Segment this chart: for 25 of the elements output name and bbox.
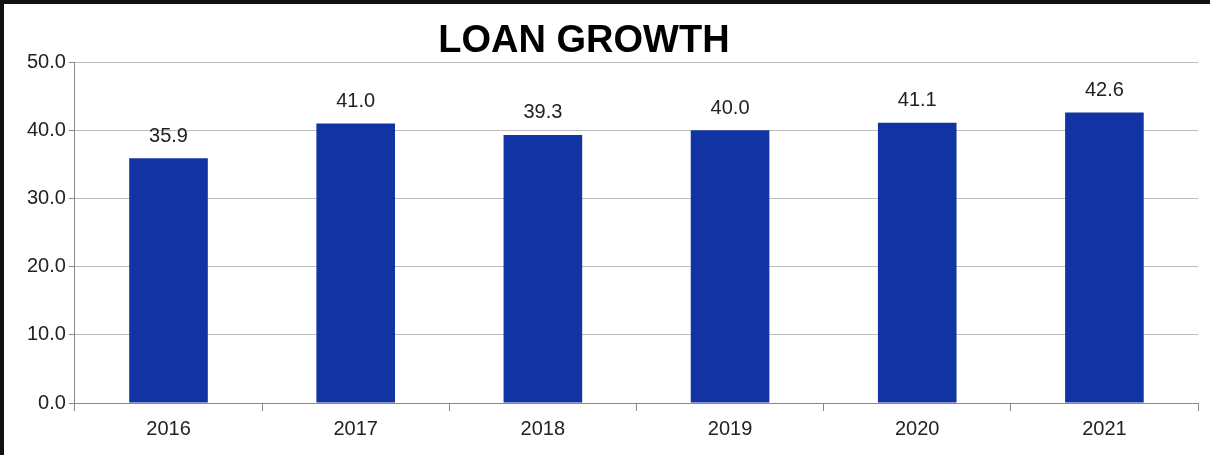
- y-tick-label: 50.0: [26, 49, 66, 72]
- bar: [503, 134, 583, 403]
- x-tick-label: 2017: [333, 416, 378, 439]
- bar: [1065, 112, 1144, 403]
- x-tick-label: 2019: [707, 416, 753, 439]
- y-tick-label: 0.0: [38, 390, 66, 413]
- y-tick-label: 20.0: [26, 254, 66, 277]
- x-tick-label: 2021: [1082, 416, 1127, 439]
- y-tick-label: 40.0: [26, 117, 66, 140]
- data-label: 41.0: [336, 88, 376, 111]
- data-label: 41.1: [897, 88, 937, 111]
- chart-title: LOAN GROWTH: [438, 18, 730, 60]
- data-label: 35.9: [149, 123, 188, 146]
- bar: [316, 123, 395, 403]
- data-label: 40.0: [710, 95, 750, 118]
- data-label: 42.6: [1084, 77, 1124, 100]
- y-tick-label: 30.0: [26, 185, 66, 208]
- bar: [129, 158, 208, 403]
- x-tick-label: 2018: [520, 416, 566, 439]
- data-label: 39.3: [523, 100, 563, 123]
- bar: [877, 122, 957, 403]
- bar: [690, 130, 770, 403]
- x-tick-label: 2016: [146, 416, 191, 439]
- x-tick-label: 2020: [894, 416, 940, 439]
- y-tick-label: 10.0: [26, 322, 66, 345]
